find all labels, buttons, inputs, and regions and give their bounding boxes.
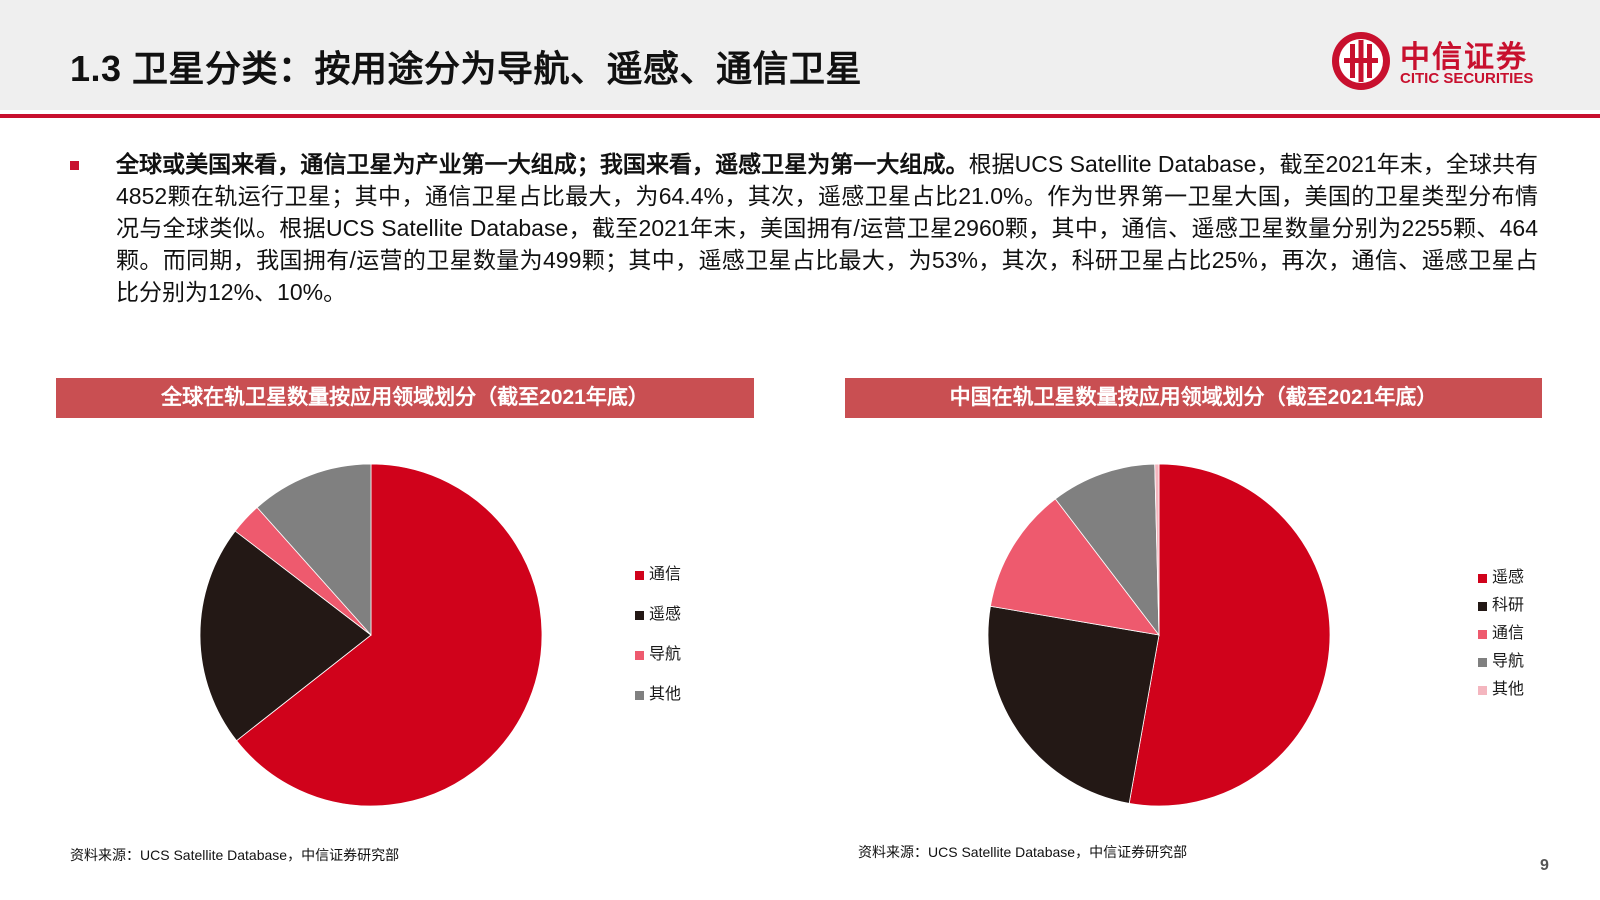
legend-label: 通信	[649, 566, 682, 583]
pie-slice-其他	[256, 463, 372, 637]
legend-swatch	[1478, 686, 1487, 695]
page-number: 9	[1540, 857, 1549, 874]
pie-slice-其他	[1154, 463, 1160, 636]
legend-swatch	[635, 651, 644, 660]
summary-text: 全球或美国来看，通信卫星为产业第一大组成；我国来看，遥感卫星为第一大组成。根据U…	[116, 148, 1538, 308]
page-title: 1.3 卫星分类：按用途分为导航、遥感、通信卫星	[70, 48, 863, 89]
global-source-note: 资料来源：UCS Satellite Database，中信证券研究部	[70, 847, 400, 863]
legend-label: 遥感	[1492, 569, 1525, 586]
legend-swatch	[1478, 630, 1487, 639]
legend-swatch	[635, 691, 644, 700]
china-chart-title: 中国在轨卫星数量按应用领域划分（截至2021年底）	[845, 378, 1542, 418]
pie-slice-通信	[989, 498, 1160, 636]
citic-logo: 中信证券 CITIC SECURITIES	[1330, 30, 1570, 94]
legend-label: 其他	[1492, 681, 1525, 698]
legend-swatch	[635, 611, 644, 620]
china-source-note: 资料来源：UCS Satellite Database，中信证券研究部	[858, 844, 1188, 860]
legend-swatch	[1478, 574, 1487, 583]
summary-bullet: 全球或美国来看，通信卫星为产业第一大组成；我国来看，遥感卫星为第一大组成。根据U…	[70, 148, 1540, 308]
legend-label: 其他	[649, 686, 682, 703]
legend-swatch	[1478, 602, 1487, 611]
header-divider	[0, 114, 1600, 118]
pie-slice-遥感	[1128, 463, 1331, 807]
citic-logo-icon	[1332, 32, 1390, 90]
global-pie-chart	[199, 463, 543, 807]
legend-label: 科研	[1492, 597, 1525, 614]
logo-text-en: CITIC SECURITIES	[1400, 70, 1534, 87]
legend-label: 导航	[1492, 653, 1525, 670]
china-pie-chart	[987, 463, 1331, 807]
legend-swatch	[1478, 658, 1487, 667]
legend-label: 导航	[649, 646, 682, 663]
summary-lead: 全球或美国来看，通信卫星为产业第一大组成；我国来看，遥感卫星为第一大组成。	[116, 151, 969, 177]
bullet-square-icon	[70, 161, 79, 170]
pie-slice-遥感	[199, 530, 372, 742]
global-chart-title: 全球在轨卫星数量按应用领域划分（截至2021年底）	[56, 378, 754, 418]
summary-body: 根据UCS Satellite Database，截至2021年末，全球共有48…	[116, 151, 1539, 305]
logo-text-cn: 中信证券	[1400, 41, 1528, 74]
pie-slice-导航	[1054, 463, 1160, 637]
pie-slice-科研	[987, 605, 1160, 804]
legend-label: 遥感	[649, 606, 682, 623]
legend-swatch	[635, 571, 644, 580]
legend-label: 通信	[1492, 625, 1525, 642]
pie-slice-通信	[235, 463, 543, 807]
